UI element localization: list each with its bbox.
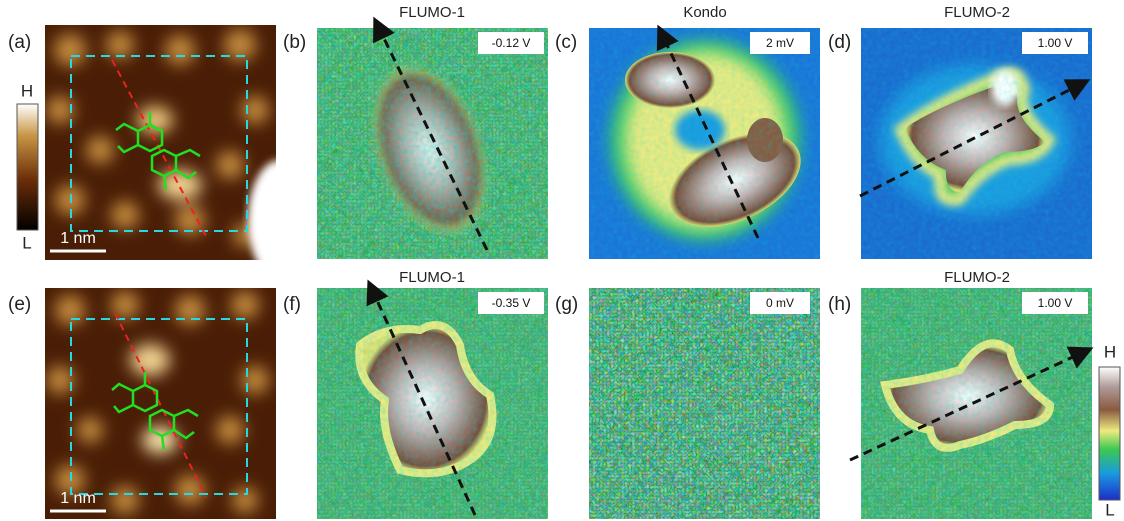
colorbar xyxy=(17,104,38,230)
colorbar-low: L xyxy=(1105,500,1114,519)
panel-label: (d) xyxy=(828,32,851,53)
bias-label: 1.00 V xyxy=(1038,36,1073,50)
colorbar xyxy=(1099,367,1120,500)
colorbar-high: H xyxy=(1104,342,1116,361)
map-image xyxy=(589,28,820,259)
map-image xyxy=(317,28,548,259)
figure: H L H L 1 nm (a) -0.12 V FLUMO-1 (b) 2 m… xyxy=(0,0,1124,521)
bias-label: -0.12 V xyxy=(492,36,531,50)
panel-title: FLUMO-2 xyxy=(944,269,1010,286)
map-image xyxy=(861,28,1092,259)
bias-label: 0 mV xyxy=(766,296,794,310)
map-image xyxy=(317,288,548,519)
map-image xyxy=(589,288,820,519)
panel-label: (g) xyxy=(555,294,578,315)
bias-label: -0.35 V xyxy=(492,296,531,310)
bias-label: 1.00 V xyxy=(1038,296,1073,310)
panel-label: (f) xyxy=(283,294,301,315)
panel-label: (b) xyxy=(283,32,306,53)
colorbar-high: H xyxy=(21,81,33,100)
scale-bar-label: 1 nm xyxy=(60,230,96,247)
map-image xyxy=(861,288,1092,519)
panel-label: (a) xyxy=(8,32,31,53)
panel-label: (e) xyxy=(8,294,31,315)
panel-title: FLUMO-2 xyxy=(944,4,1010,21)
panel-label: (c) xyxy=(555,32,577,53)
panel-title: FLUMO-1 xyxy=(399,4,465,21)
scale-bar-label: 1 nm xyxy=(60,490,96,507)
bias-label: 2 mV xyxy=(766,36,794,50)
panel-label: (h) xyxy=(828,294,851,315)
colorbar-low: L xyxy=(22,233,31,252)
panel-title: FLUMO-1 xyxy=(399,269,465,286)
panel-title: Kondo xyxy=(683,4,726,21)
